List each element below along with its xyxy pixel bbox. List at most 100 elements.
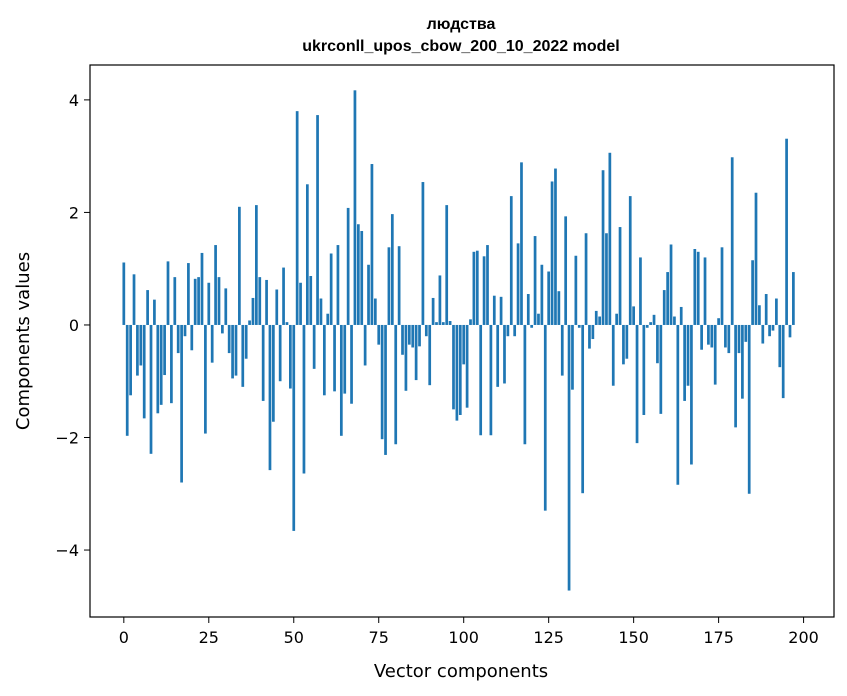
bar-133 [574, 255, 578, 325]
bar-75 [377, 324, 381, 345]
bar-88 [421, 182, 425, 325]
y-tick-label: 2 [69, 203, 79, 222]
bar-180 [734, 324, 737, 428]
bar-103 [472, 251, 476, 325]
bar-169 [696, 251, 700, 325]
bar-151 [635, 324, 639, 444]
bar-64 [339, 324, 343, 436]
x-tick-label: 200 [788, 628, 819, 647]
bar-138 [591, 324, 595, 340]
bar-30 [224, 288, 228, 325]
bar-112 [503, 324, 506, 384]
bar-96 [448, 321, 452, 325]
bar-102 [469, 319, 472, 325]
bar-18 [183, 324, 187, 337]
bar-108 [489, 324, 493, 436]
bar-168 [693, 249, 697, 325]
bar-14 [170, 324, 173, 404]
bar-147 [622, 324, 625, 365]
bar-154 [645, 324, 649, 328]
bar-34 [238, 206, 241, 325]
bar-38 [251, 297, 255, 325]
bar-137 [588, 324, 591, 349]
bar-32 [231, 324, 234, 379]
bar-95 [445, 205, 449, 325]
bar-167 [690, 324, 693, 465]
bar-92 [435, 322, 438, 325]
bar-81 [397, 246, 401, 325]
bar-150 [632, 306, 635, 325]
bar-113 [506, 324, 510, 337]
bar-60 [326, 313, 330, 325]
bar-120 [530, 324, 534, 328]
bar-145 [615, 313, 619, 325]
bar-173 [710, 324, 714, 348]
bar-21 [193, 278, 197, 325]
bar-84 [407, 324, 411, 345]
bar-63 [336, 245, 340, 325]
bar-19 [187, 263, 190, 325]
bar-27 [214, 245, 217, 325]
bar-9 [153, 299, 156, 325]
bar-86 [414, 324, 418, 381]
bar-24 [204, 324, 207, 434]
bar-10 [156, 324, 160, 414]
bar-44 [272, 324, 275, 422]
bar-39 [255, 205, 258, 325]
bar-66 [346, 207, 350, 325]
bar-129 [560, 324, 564, 376]
bar-28 [217, 277, 221, 325]
bar-4 [136, 324, 139, 376]
bar-157 [656, 324, 659, 364]
bar-143 [608, 152, 612, 325]
bar-149 [628, 196, 632, 325]
bar-67 [350, 324, 353, 404]
bar-73 [370, 164, 374, 325]
bar-46 [278, 324, 282, 382]
bar-36 [244, 324, 248, 359]
bar-116 [516, 243, 520, 325]
bar-47 [282, 267, 285, 325]
bar-58 [319, 298, 323, 325]
bar-13 [166, 261, 170, 325]
x-tick-label: 100 [448, 628, 479, 647]
bar-146 [618, 227, 622, 325]
bar-43 [268, 324, 272, 471]
bar-101 [465, 324, 469, 408]
bar-100 [462, 324, 466, 365]
bar-163 [676, 324, 680, 485]
bar-49 [289, 324, 292, 389]
bar-159 [662, 290, 666, 325]
bar-105 [479, 324, 483, 436]
x-axis-ticks: 0 25 50 75 100 125 150 175 200 [119, 617, 819, 647]
bar-189 [764, 294, 768, 325]
bar-31 [227, 324, 231, 354]
bar-70 [360, 230, 364, 325]
bar-115 [513, 324, 517, 337]
bar-57 [316, 115, 319, 325]
bar-90 [428, 324, 432, 386]
bar-17 [180, 324, 183, 483]
bar-89 [424, 324, 428, 337]
bar-192 [775, 298, 778, 325]
bar-186 [754, 192, 758, 325]
bar-181 [737, 324, 741, 354]
bar-196 [788, 324, 792, 338]
bar-193 [778, 324, 782, 368]
chart-subtitle: ukrconll_upos_cbow_200_10_2022 model [302, 38, 619, 55]
bar-144 [611, 324, 615, 386]
bar-56 [312, 324, 316, 369]
bar-170 [700, 324, 703, 350]
bar-136 [584, 233, 588, 325]
bar-16 [176, 324, 180, 354]
x-tick-label: 175 [703, 628, 734, 647]
y-tick-label: −2 [55, 429, 79, 448]
bar-20 [190, 324, 194, 351]
bar-124 [543, 324, 547, 511]
bar-164 [679, 306, 683, 325]
bar-188 [761, 324, 765, 344]
plot-frame [89, 64, 835, 618]
bar-77 [384, 324, 387, 455]
chart-title: людства [427, 16, 496, 33]
bar-48 [285, 322, 289, 325]
